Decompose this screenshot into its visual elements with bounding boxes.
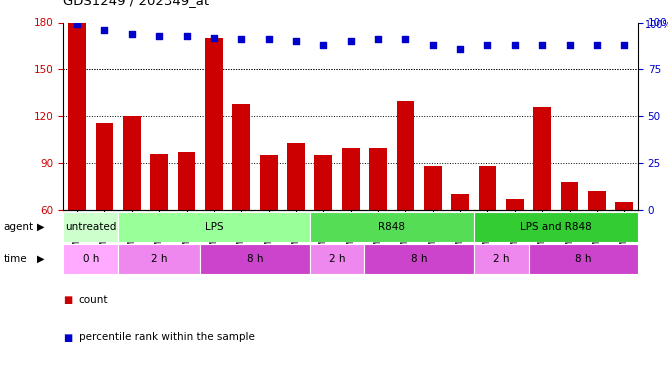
Bar — [478, 166, 496, 210]
Bar — [123, 116, 141, 210]
Bar — [287, 143, 305, 210]
Bar — [397, 100, 414, 210]
Text: count: count — [79, 295, 108, 305]
Bar — [424, 166, 442, 210]
Text: ▶: ▶ — [37, 254, 44, 264]
Point — [291, 38, 301, 44]
Point — [126, 31, 137, 37]
Text: 100%: 100% — [645, 20, 668, 30]
Text: GDS1249 / 202349_at: GDS1249 / 202349_at — [63, 0, 210, 8]
Text: ▶: ▶ — [37, 222, 44, 232]
Point — [208, 34, 219, 40]
Bar — [615, 202, 633, 210]
Point — [181, 33, 192, 39]
Point — [510, 42, 520, 48]
Text: time: time — [3, 254, 27, 264]
Text: ■: ■ — [63, 295, 73, 305]
Bar — [310, 212, 474, 242]
Bar — [342, 147, 359, 210]
Point — [236, 36, 246, 42]
Point — [400, 36, 411, 42]
Bar — [506, 199, 524, 210]
Point — [564, 42, 575, 48]
Bar — [369, 147, 387, 210]
Text: 8 h: 8 h — [411, 254, 428, 264]
Text: R848: R848 — [378, 222, 405, 232]
Bar — [118, 212, 310, 242]
Point — [455, 46, 466, 52]
Point — [263, 36, 274, 42]
Point — [373, 36, 383, 42]
Text: untreated: untreated — [65, 222, 116, 232]
Bar — [364, 244, 474, 274]
Text: 8 h: 8 h — [246, 254, 263, 264]
Point — [592, 42, 603, 48]
Bar — [63, 212, 118, 242]
Bar — [310, 244, 364, 274]
Bar — [528, 244, 638, 274]
Point — [619, 42, 630, 48]
Text: 8 h: 8 h — [575, 254, 591, 264]
Text: ■: ■ — [63, 333, 73, 342]
Text: 2 h: 2 h — [493, 254, 510, 264]
Bar — [474, 244, 528, 274]
Bar — [205, 38, 223, 210]
Text: LPS: LPS — [204, 222, 223, 232]
Text: percentile rank within the sample: percentile rank within the sample — [79, 333, 255, 342]
Point — [482, 42, 493, 48]
Point — [71, 21, 82, 27]
Bar — [474, 212, 638, 242]
Bar — [178, 152, 196, 210]
Point — [99, 27, 110, 33]
Text: 2 h: 2 h — [329, 254, 345, 264]
Text: LPS and R848: LPS and R848 — [520, 222, 592, 232]
Bar — [260, 155, 277, 210]
Bar — [68, 22, 86, 210]
Point — [318, 42, 329, 48]
Bar — [96, 123, 114, 210]
Bar — [588, 191, 606, 210]
Bar — [560, 182, 578, 210]
Bar — [63, 244, 118, 274]
Bar — [232, 104, 250, 210]
Point — [428, 42, 438, 48]
Bar — [315, 155, 332, 210]
Text: 2 h: 2 h — [151, 254, 168, 264]
Bar — [118, 244, 200, 274]
Bar — [533, 107, 551, 210]
Point — [345, 38, 356, 44]
Text: 0 h: 0 h — [83, 254, 99, 264]
Point — [154, 33, 164, 39]
Bar — [150, 154, 168, 210]
Bar — [200, 244, 310, 274]
Text: agent: agent — [3, 222, 33, 232]
Point — [537, 42, 548, 48]
Bar — [451, 194, 469, 210]
